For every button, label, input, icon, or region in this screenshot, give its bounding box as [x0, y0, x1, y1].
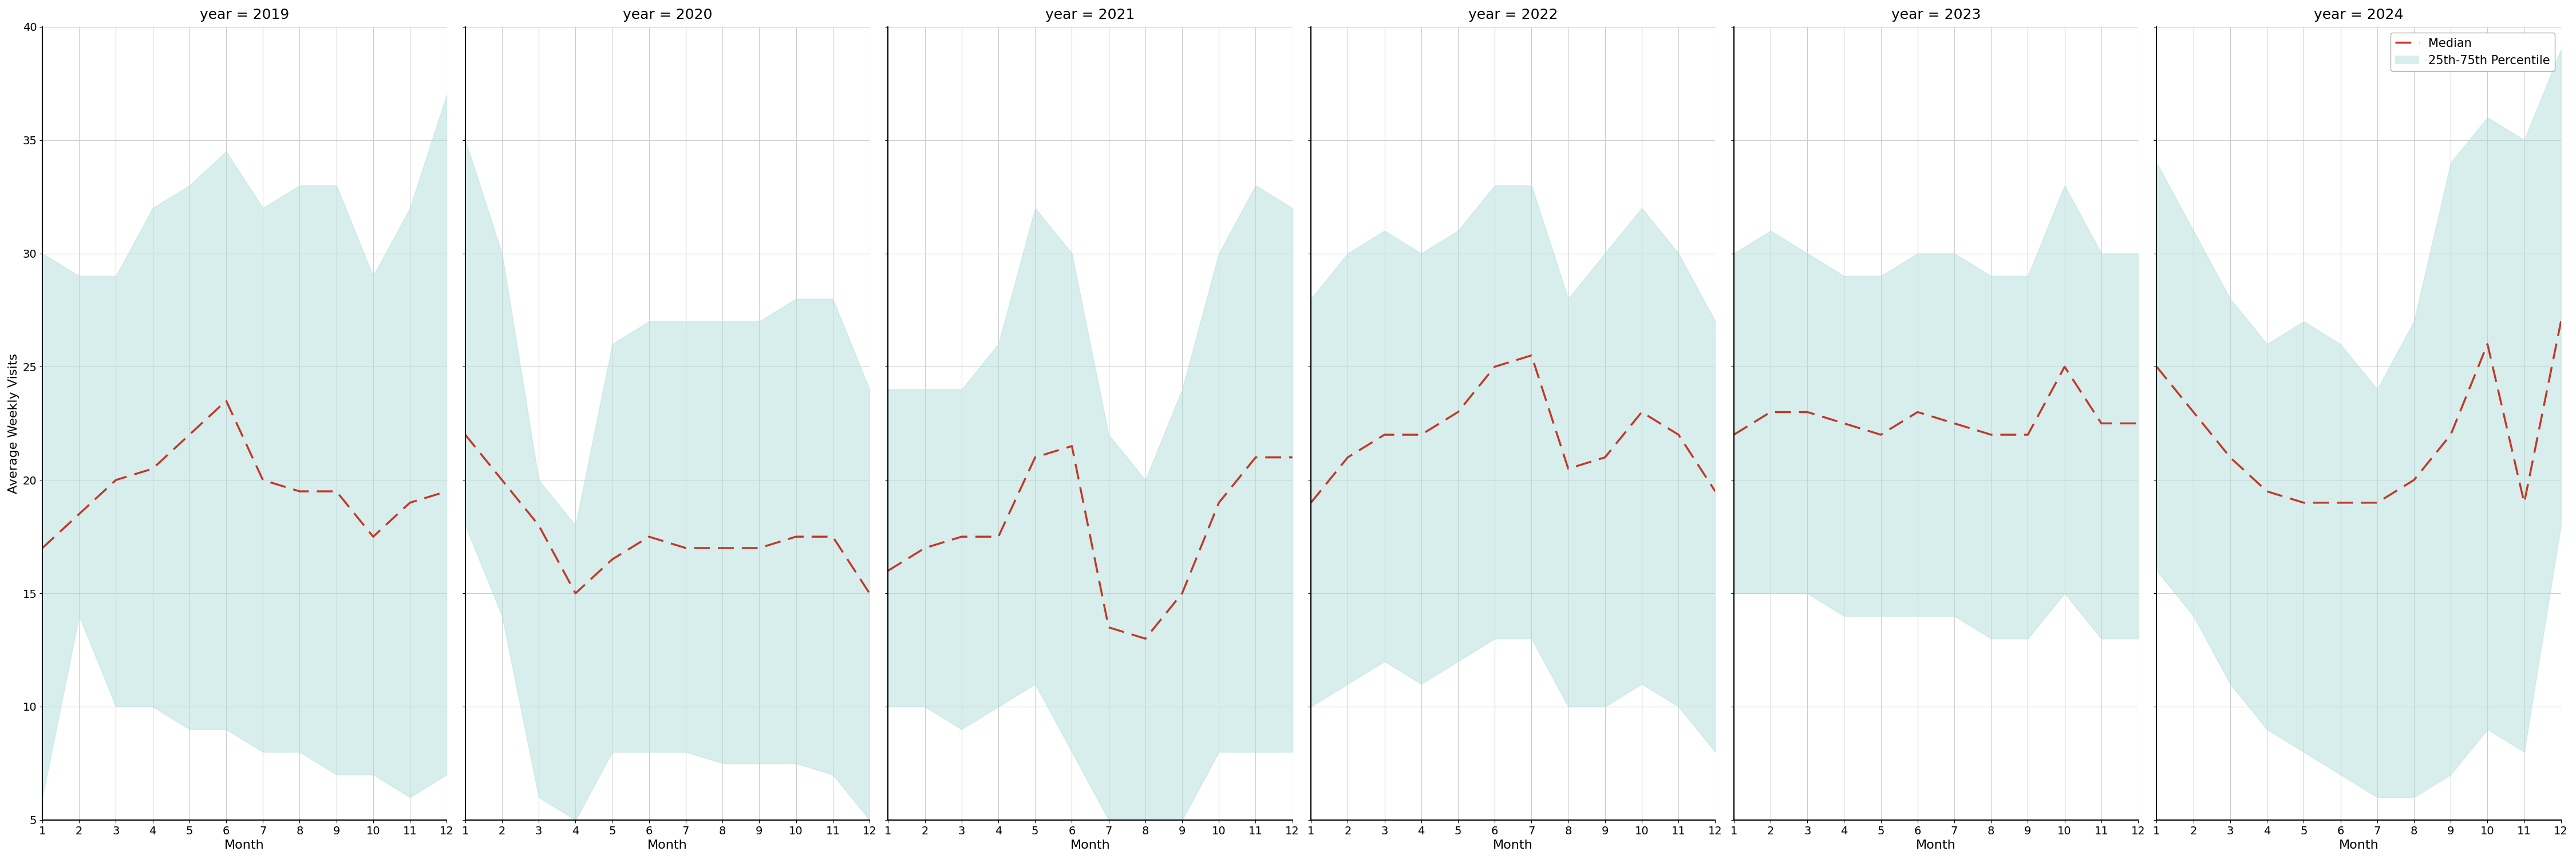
Title: year = 2024: year = 2024: [2313, 8, 2403, 21]
Median: [2545, 316, 2576, 326]
Median: [1056, 441, 1087, 451]
Median: [781, 532, 811, 542]
Median: [2398, 475, 2429, 485]
Median: [175, 430, 206, 440]
Median: [2123, 418, 2154, 429]
Median: [1700, 486, 1731, 497]
Median: [670, 543, 701, 553]
Legend: Median, 25th-75th Percentile: Median, 25th-75th Percentile: [2391, 33, 2555, 71]
Median: [2141, 362, 2172, 372]
Median: [984, 532, 1015, 542]
Median: [1368, 430, 1399, 440]
Median: [1443, 407, 1473, 417]
Median: [247, 475, 278, 485]
Median: [2473, 339, 2504, 350]
Median: [945, 532, 976, 542]
Median: [358, 532, 389, 542]
Median: [2326, 497, 2357, 508]
Median: [1976, 430, 2007, 440]
X-axis label: Month: Month: [647, 839, 688, 851]
Median: [1901, 407, 1932, 417]
Median: [2287, 497, 2318, 508]
Median: [430, 486, 461, 497]
Median: [1517, 350, 1548, 361]
X-axis label: Month: Month: [224, 839, 265, 851]
Median: [2362, 497, 2393, 508]
Median: [909, 543, 940, 553]
Median: [2087, 418, 2117, 429]
Median: [1278, 452, 1309, 462]
Title: year = 2019: year = 2019: [201, 8, 289, 21]
Median: [100, 475, 131, 485]
Line: Median: Median: [466, 435, 871, 594]
Median: [1589, 452, 1620, 462]
Median: [1940, 418, 1971, 429]
X-axis label: Month: Month: [1069, 839, 1110, 851]
Median: [1625, 407, 1656, 417]
Title: year = 2022: year = 2022: [1468, 8, 1558, 21]
Median: [523, 521, 554, 531]
Median: [322, 486, 353, 497]
Median: [2048, 362, 2079, 372]
Median: [451, 430, 482, 440]
Median: [1793, 407, 1824, 417]
Line: Median: Median: [1734, 367, 2138, 435]
Median: [2012, 430, 2043, 440]
Median: [211, 395, 242, 405]
Median: [487, 475, 518, 485]
X-axis label: Month: Month: [2339, 839, 2378, 851]
Median: [1020, 452, 1051, 462]
Median: [1203, 497, 1234, 508]
Title: year = 2020: year = 2020: [623, 8, 711, 21]
Median: [1754, 407, 1785, 417]
Median: [1131, 633, 1162, 643]
Median: [1406, 430, 1437, 440]
Median: [873, 565, 904, 576]
Line: Median: Median: [41, 400, 446, 548]
Median: [2215, 452, 2246, 462]
Title: year = 2021: year = 2021: [1046, 8, 1136, 21]
Median: [706, 543, 737, 553]
Title: year = 2023: year = 2023: [1891, 8, 1981, 21]
Median: [394, 497, 425, 508]
Median: [598, 554, 629, 564]
Median: [2177, 407, 2208, 417]
Median: [634, 532, 665, 542]
Median: [283, 486, 314, 497]
Median: [1296, 497, 1327, 508]
Median: [1553, 464, 1584, 474]
Median: [2251, 486, 2282, 497]
Median: [1865, 430, 1896, 440]
Line: Median: Median: [1311, 356, 1716, 503]
X-axis label: Month: Month: [1917, 839, 1955, 851]
Median: [1092, 622, 1123, 632]
Median: [26, 543, 57, 553]
Median: [2434, 430, 2465, 440]
Median: [1167, 588, 1198, 599]
Line: Median: Median: [889, 446, 1293, 638]
Median: [2509, 497, 2540, 508]
Median: [137, 464, 167, 474]
Median: [559, 588, 590, 599]
Median: [1332, 452, 1363, 462]
Median: [64, 509, 95, 519]
Y-axis label: Average Weekly Visits: Average Weekly Visits: [8, 353, 21, 494]
Median: [1479, 362, 1510, 372]
Line: Median: Median: [2156, 321, 2561, 503]
Median: [1718, 430, 1749, 440]
Median: [1829, 418, 1860, 429]
Median: [817, 532, 848, 542]
Median: [744, 543, 775, 553]
X-axis label: Month: Month: [1494, 839, 1533, 851]
Median: [1664, 430, 1695, 440]
Median: [1239, 452, 1270, 462]
Median: [855, 588, 886, 599]
